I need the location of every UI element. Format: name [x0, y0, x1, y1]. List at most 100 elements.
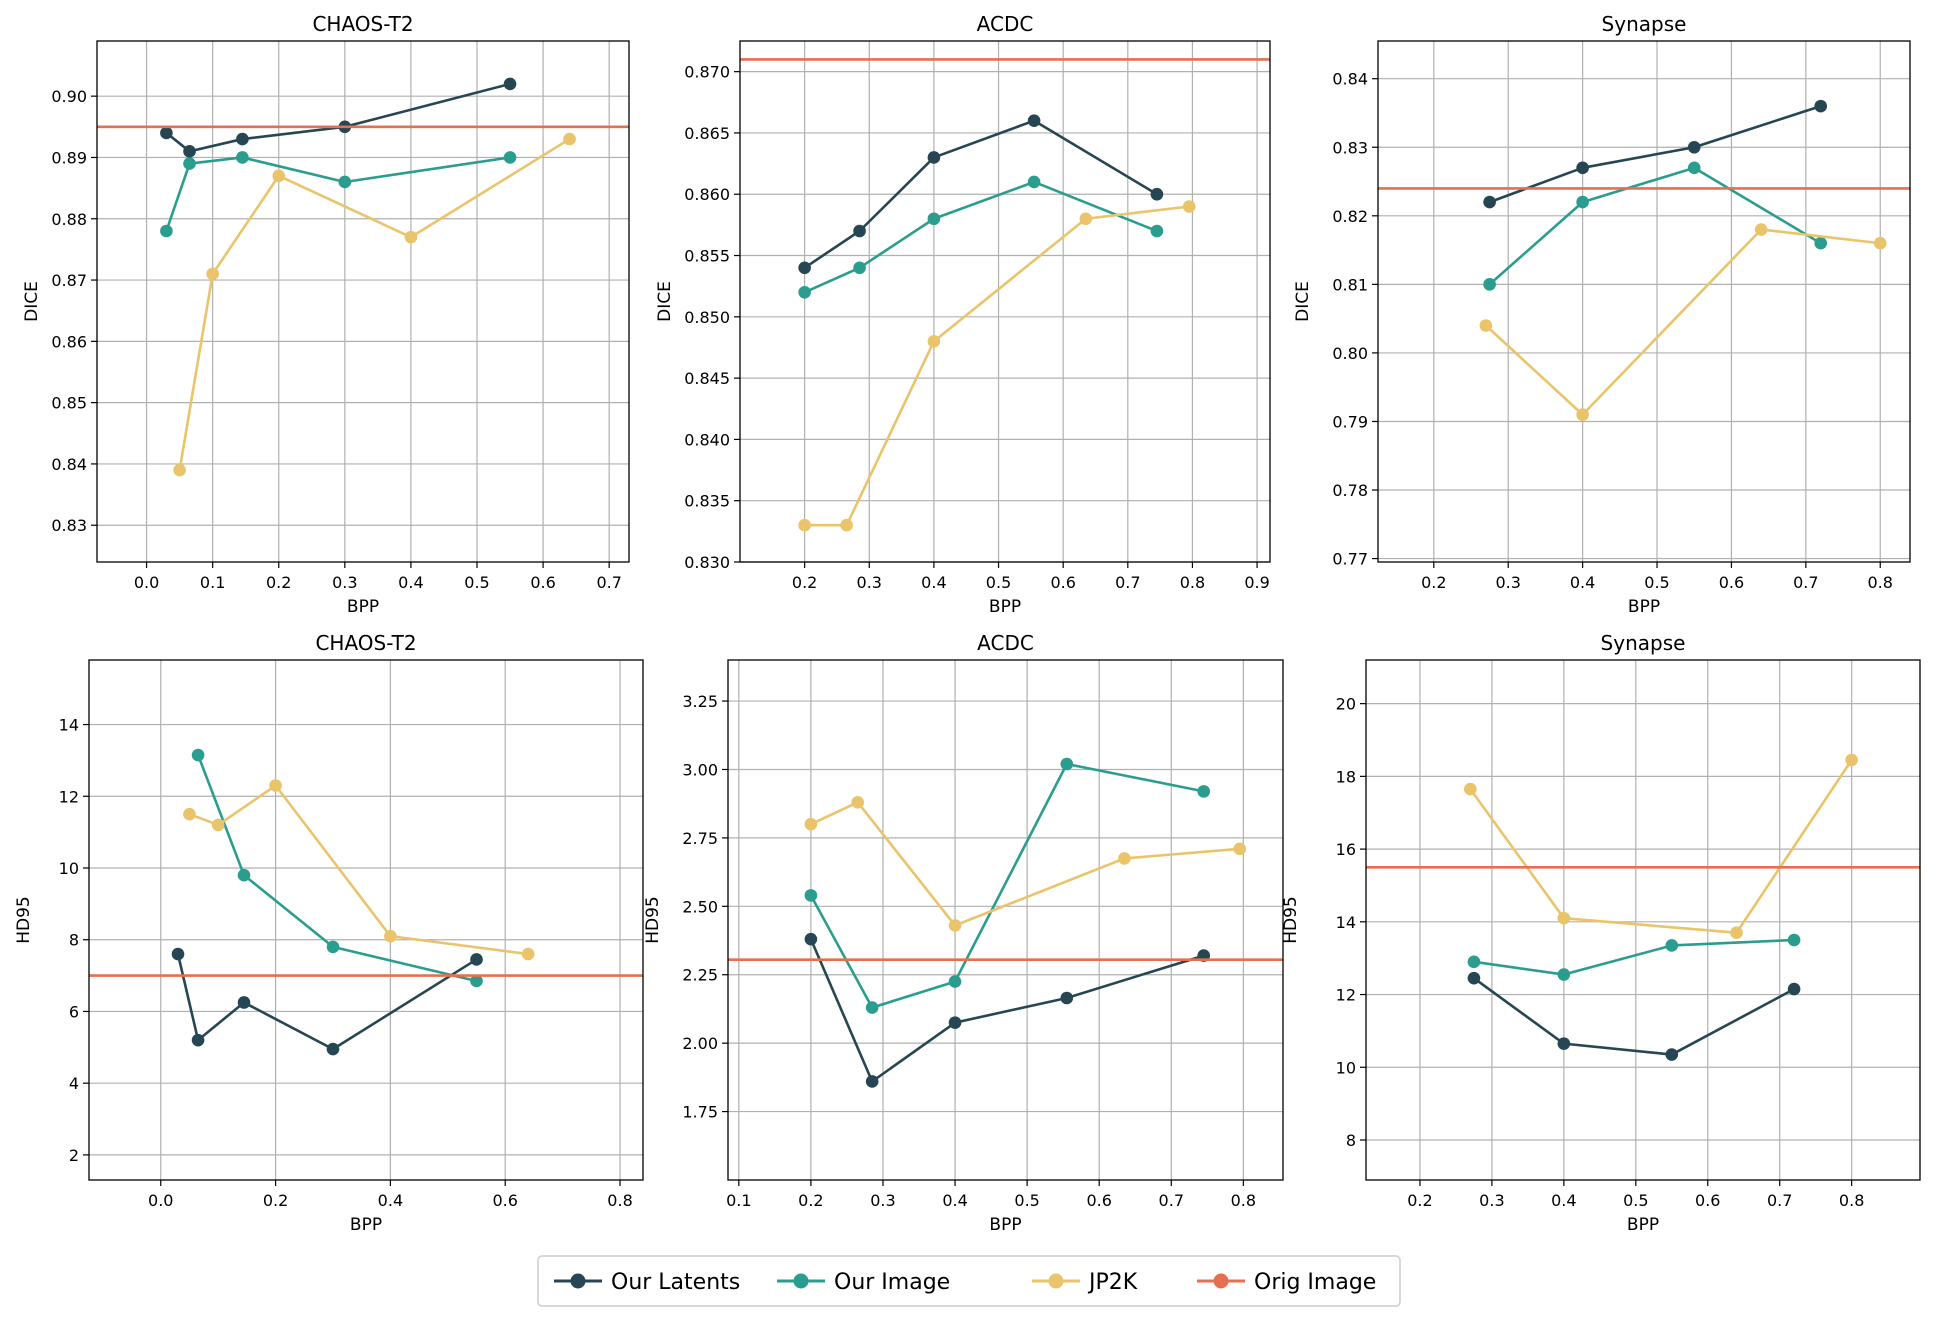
- y-tick-label: 18: [1336, 767, 1356, 786]
- series-line: [810, 801, 1240, 927]
- series-line: [1485, 228, 1881, 416]
- panel-title: Synapse: [1601, 631, 1686, 655]
- y-tick-label: 0.855: [684, 247, 730, 266]
- y-tick-label: 10: [1336, 1058, 1356, 1077]
- plot-frame: [88, 659, 644, 1181]
- y-tick-label: 0.82: [1332, 207, 1368, 226]
- series-line: [176, 953, 478, 1051]
- data-point: [326, 940, 340, 954]
- y-tick-label: 2.00: [682, 1034, 718, 1053]
- x-axis-label: BPP: [989, 1215, 1021, 1235]
- data-point: [851, 796, 865, 809]
- legend-label: JP2K: [1087, 1270, 1138, 1295]
- x-tick-label: 0.2: [1407, 1191, 1432, 1210]
- x-axis-label: BPP: [350, 1215, 382, 1235]
- series-line: [1488, 166, 1822, 286]
- data-point: [1483, 278, 1496, 291]
- data-point: [1814, 99, 1828, 113]
- series-line: [189, 784, 529, 956]
- panel-title: ACDC: [977, 12, 1034, 36]
- y-tick-label: 14: [1336, 913, 1356, 932]
- x-tick-label: 0.7: [1793, 573, 1818, 592]
- panel-title: CHAOS-T2: [312, 12, 413, 36]
- x-tick-label: 0.6: [1086, 1191, 1111, 1210]
- data-point: [1557, 911, 1571, 925]
- data-point: [1576, 408, 1589, 421]
- y-axis-label: HD95: [643, 896, 663, 944]
- y-tick-label: 3.25: [682, 692, 718, 711]
- legend-item: JP2K: [1032, 1270, 1138, 1295]
- data-point: [1027, 114, 1041, 127]
- x-tick-label: 0.2: [266, 573, 291, 592]
- panel-title: ACDC: [977, 631, 1034, 655]
- legend-marker: [1048, 1273, 1064, 1289]
- x-tick-label: 0.6: [530, 573, 555, 592]
- x-tick-label: 0.8: [1868, 573, 1893, 592]
- plot-frame: [727, 659, 1284, 1181]
- plot-frame: [739, 40, 1271, 563]
- legend-label: Orig Image: [1254, 1270, 1376, 1295]
- x-tick-label: 0.2: [798, 1191, 823, 1210]
- x-tick-label: 0.4: [1570, 573, 1595, 592]
- series-line: [1489, 104, 1822, 204]
- data-point: [1687, 161, 1701, 175]
- data-point: [1754, 223, 1768, 236]
- y-tick-label: 8: [69, 931, 79, 950]
- y-tick-label: 16: [1336, 840, 1356, 859]
- chart-panel: 0.0 0.1 0.2 0.3 0.4 0.5 0.6 0.7 0.83 0.84 0.85 0.86…: [22, 12, 630, 617]
- x-axis-label: BPP: [1628, 597, 1660, 617]
- x-tick-label: 0.8: [607, 1191, 632, 1210]
- y-tick-label: 1.75: [682, 1103, 718, 1122]
- data-point: [1233, 842, 1247, 856]
- y-tick-label: 0.835: [684, 492, 730, 511]
- x-axis-label: BPP: [1627, 1215, 1659, 1235]
- data-point: [1467, 971, 1481, 985]
- y-tick-label: 12: [59, 787, 79, 806]
- chart-panel: 0.2 0.3 0.4 0.5 0.6 0.7 0.8 8 10 12 14 16 18 20 Synaps…: [1281, 631, 1921, 1235]
- data-point: [206, 267, 219, 281]
- y-tick-label: 0.80: [1332, 344, 1368, 363]
- y-tick-label: 0.88: [51, 210, 87, 229]
- x-axis-label: BPP: [347, 597, 379, 617]
- data-point: [470, 953, 483, 966]
- y-tick-label: 4: [69, 1074, 79, 1093]
- x-tick-label: 0.0: [148, 1191, 173, 1210]
- data-point: [1150, 187, 1164, 201]
- x-tick-label: 0.7: [1767, 1191, 1792, 1210]
- data-point: [1557, 968, 1571, 981]
- y-tick-label: 20: [1336, 695, 1356, 714]
- data-point: [798, 261, 811, 275]
- chart-panel: 0.2 0.3 0.4 0.5 0.6 0.7 0.8 0.9 0.830 0.835 0.840 0…: [655, 12, 1271, 617]
- plot-frame: [1377, 40, 1911, 563]
- x-tick-label: 0.8: [1180, 573, 1205, 592]
- data-point: [948, 1016, 962, 1029]
- y-tick-label: 0.860: [684, 185, 730, 204]
- data-point: [272, 169, 286, 183]
- chart-panel: 0.2 0.3 0.4 0.5 0.6 0.7 0.8 0.77 0.78 0.79 0.80 0.8…: [1293, 12, 1911, 617]
- data-point: [804, 817, 818, 831]
- y-tick-label: 10: [59, 859, 79, 878]
- data-point: [1197, 785, 1211, 798]
- legend-frame: [537, 1255, 1401, 1307]
- y-tick-label: 0.83: [51, 516, 87, 535]
- y-tick-label: 0.86: [51, 332, 87, 351]
- y-tick-label: 0.89: [51, 148, 87, 167]
- data-point: [1467, 955, 1481, 969]
- data-point: [269, 779, 282, 792]
- data-point: [1118, 852, 1131, 865]
- y-tick-label: 2.50: [682, 897, 718, 916]
- data-point: [1665, 1048, 1679, 1061]
- x-tick-label: 0.4: [942, 1191, 967, 1210]
- x-tick-label: 0.4: [378, 1191, 403, 1210]
- x-tick-label: 0.5: [986, 573, 1011, 592]
- y-tick-label: 14: [59, 716, 79, 735]
- x-tick-label: 0.3: [870, 1191, 895, 1210]
- x-tick-label: 0.7: [596, 573, 621, 592]
- series-line: [165, 156, 511, 232]
- y-axis-label: DICE: [22, 281, 42, 322]
- data-point: [1814, 236, 1828, 250]
- data-point: [865, 1075, 879, 1088]
- x-tick-label: 0.1: [200, 573, 225, 592]
- y-tick-label: 0.87: [51, 271, 87, 290]
- data-point: [1060, 757, 1074, 771]
